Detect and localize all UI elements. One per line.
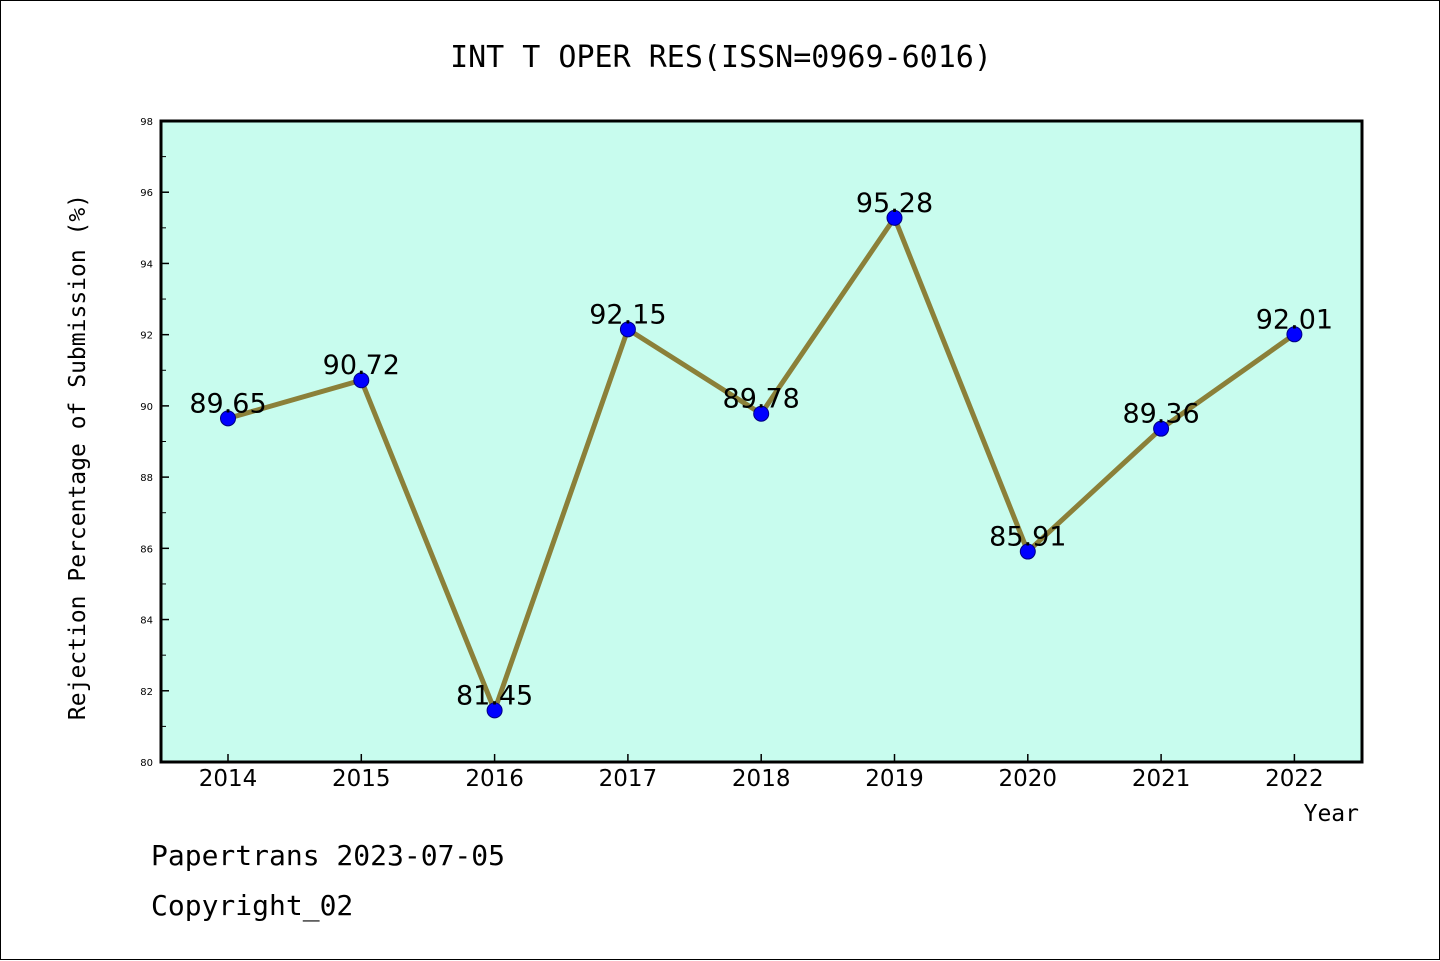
- x-tick-label: 2020: [999, 766, 1058, 792]
- data-point: [886, 209, 903, 226]
- y-tick-label: 98: [140, 117, 153, 128]
- chart-title: INT T OPER RES(ISSN=0969-6016): [450, 40, 992, 75]
- y-axis: 80 82 84 86 88 90 92 94 96 98: [140, 117, 169, 769]
- data-label: 92.15: [589, 299, 666, 330]
- series-layer: [220, 209, 1303, 719]
- x-tick-label: 2019: [865, 766, 924, 792]
- data-label: 92.01: [1256, 304, 1333, 335]
- x-tick-label: 2021: [1132, 766, 1191, 792]
- y-tick-label: 90: [140, 402, 153, 413]
- data-point: [220, 410, 236, 427]
- data-label: 90.72: [323, 350, 400, 381]
- y-tick-label: 94: [140, 259, 153, 270]
- data-point: [353, 372, 370, 389]
- data-label: 85.91: [989, 522, 1066, 553]
- x-tick-label: 2022: [1265, 766, 1324, 792]
- data-point: [1019, 543, 1036, 560]
- footer-copyright: Copyright_02: [151, 889, 353, 923]
- y-tick-label: 86: [140, 544, 153, 555]
- data-point: [1153, 420, 1170, 437]
- data-point: [1286, 326, 1303, 343]
- x-tick-label: 2015: [332, 766, 391, 792]
- data-label: 81.45: [456, 680, 533, 711]
- x-tick-label: 2017: [599, 766, 658, 792]
- data-point: [486, 702, 503, 719]
- data-labels: 89.65 90.72 81.45 92.15 89.78 95.28 85.91 89.36…: [189, 188, 1333, 712]
- data-point: [619, 321, 636, 338]
- x-tick-label: 2016: [465, 766, 524, 792]
- y-tick-label: 82: [140, 687, 153, 698]
- footer-publisher-date: Papertrans 2023-07-05: [151, 839, 505, 872]
- x-axis-label: Year: [1304, 801, 1359, 827]
- y-tick-label: 80: [140, 758, 153, 769]
- y-tick-label: 84: [140, 616, 153, 627]
- plot-area: [159, 119, 1364, 764]
- y-tick-label: 96: [140, 188, 153, 199]
- data-label: 89.36: [1122, 399, 1199, 430]
- y-tick-label: 92: [140, 331, 153, 342]
- x-tick-label: 2014: [199, 766, 258, 792]
- data-point: [753, 405, 770, 422]
- x-axis: 2014 2015 2016 2017 2018 2019 2020 2021 2022: [199, 754, 1324, 792]
- x-tick-label: 2018: [732, 766, 791, 792]
- y-axis-label: Rejection Percentage of Submission (%): [65, 194, 91, 720]
- y-tick-label: 88: [140, 473, 153, 484]
- data-label: 89.65: [189, 388, 266, 419]
- data-label: 89.78: [723, 384, 800, 415]
- data-label: 95.28: [856, 188, 933, 219]
